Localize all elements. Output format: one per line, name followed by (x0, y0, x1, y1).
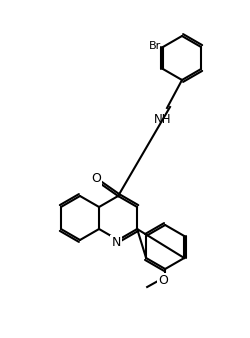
Text: N: N (112, 237, 121, 249)
Text: Br: Br (149, 41, 161, 51)
Text: O: O (158, 274, 168, 288)
Text: O: O (91, 171, 101, 185)
Text: NH: NH (154, 113, 172, 126)
